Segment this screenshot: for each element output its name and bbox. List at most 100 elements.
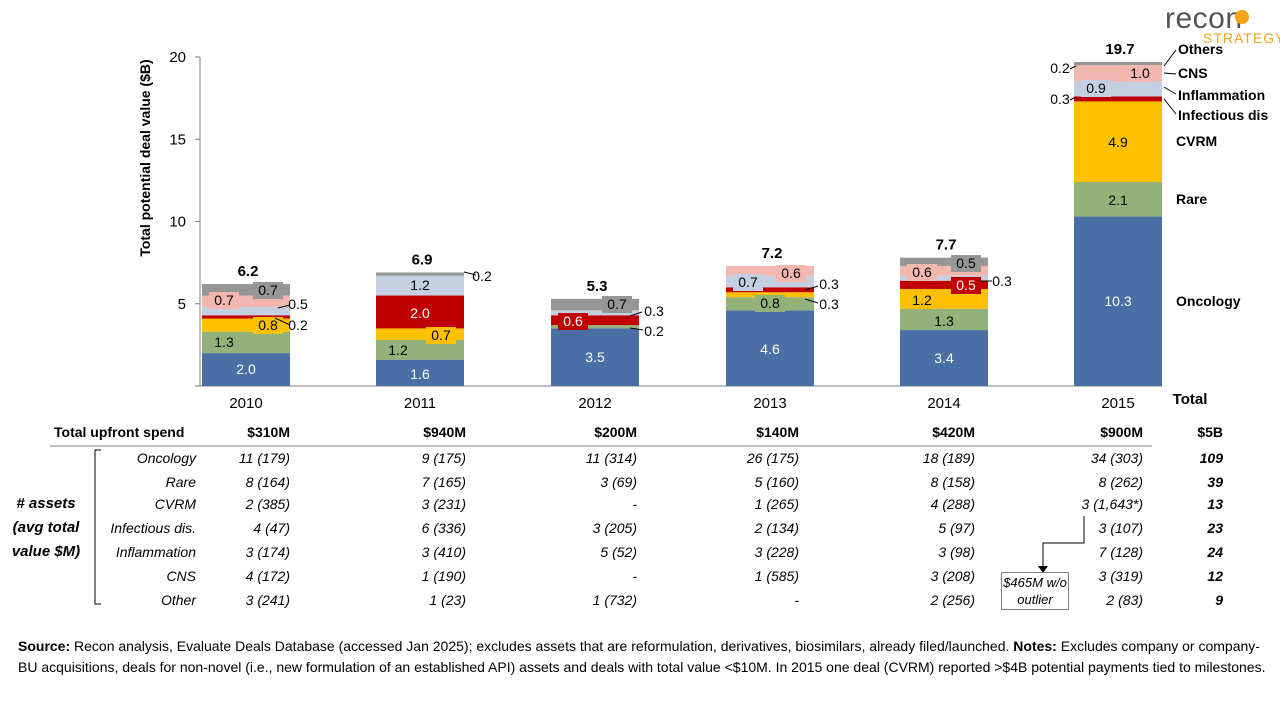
legend-label-rare: Rare [1176,191,1207,207]
asset-row-value: 4 (172) [246,568,290,584]
outlier-arrow-line [1042,516,1085,569]
bar-segment [202,284,290,296]
legend-leader-line [1163,72,1177,75]
bar-total-label: 7.7 [936,237,957,254]
leader-line [1069,96,1077,101]
bar-segment [726,275,814,288]
notes-label: Notes: [1013,638,1057,654]
bar-segment [900,280,988,289]
y-axis-title: Total potential deal value ($B) [137,59,153,256]
data-label-bg [1125,65,1155,82]
data-label: 0.6 [912,264,932,280]
asset-group-label: value $M) [12,543,80,560]
bar-total-label: 7.2 [762,245,783,262]
leader-line [1069,65,1077,70]
data-label: 0.8 [760,295,780,311]
data-label: 0.7 [214,292,234,308]
leader-line [804,285,819,291]
asset-row-total: 13 [1207,496,1223,512]
legend-leader-line [1163,98,1177,115]
asset-row-value: 3 (231) [422,496,466,512]
leader-line [629,327,644,331]
bar-segment [376,272,464,276]
total-column-header: Total [1173,391,1208,408]
asset-row-value: 2 (256) [930,592,975,608]
data-label: 1.3 [934,313,954,329]
asset-row-value: 3 (205) [593,520,637,536]
outlier-note-box: $465M w/o outlier [1001,572,1069,610]
asset-row-total: 9 [1215,592,1223,608]
bar-segment [900,257,988,266]
asset-row-total: 23 [1206,520,1223,536]
x-tick-label: 2010 [229,395,262,412]
legend-label-oncology: Oncology [1176,293,1241,309]
upfront-spend-value: $310M [247,424,290,440]
data-label: 3.5 [585,349,605,365]
data-label-bg [776,265,806,282]
bar-total-label: 6.9 [412,251,433,268]
data-label: 2.0 [410,305,430,321]
asset-row-value: 3 (241) [246,592,290,608]
bar-segment [726,292,814,298]
asset-row-value: 2 (385) [245,496,290,512]
data-label: 0.7 [431,327,451,343]
data-label: 10.3 [1104,293,1131,309]
asset-row-value: 5 (97) [938,520,975,536]
asset-row-value: 4 (288) [931,496,975,512]
data-label: 0.7 [258,282,278,298]
legend-label-inflammation: Inflammation [1178,87,1265,103]
data-label: 0.2 [472,268,492,284]
legend-label-others: Others [1178,41,1223,57]
asset-row-value: 2 (83) [1105,592,1143,608]
upfront-spend-value: $900M [1100,424,1143,440]
upfront-spend-value: $140M [756,424,799,440]
bar-total-label: 6.2 [238,263,259,280]
asset-row-total: 109 [1200,450,1224,466]
bar-segment [376,295,464,329]
data-label: 0.2 [1050,60,1070,76]
bar-segment [900,330,988,386]
outlier-note-line-1: $465M w/o [1003,575,1067,590]
upfront-spend-value: $420M [932,424,975,440]
outlier-note-line-2: outlier [1017,592,1053,607]
asset-row-value: 3 (208) [931,568,975,584]
asset-row-value: 4 (47) [253,520,290,536]
data-label: 0.2 [288,317,308,333]
asset-row-value: 1 (265) [755,496,799,512]
asset-row-value: 1 (585) [755,568,799,584]
bar-segment [726,310,814,386]
bar-segment [726,287,814,293]
asset-row-value: 5 (52) [600,544,637,560]
data-label: 4.6 [760,341,780,357]
bar-segment [376,328,464,340]
asset-row-value: 1 (23) [429,592,466,608]
asset-row-value: 3 (410) [422,544,466,560]
asset-row-label: Inflammation [116,544,196,560]
bar-segment [551,315,639,326]
y-tick-label: 20 [169,49,186,66]
data-label-bg [558,313,588,330]
bar-segment [1074,216,1162,386]
asset-group-label: # assets [16,495,75,512]
data-label: 2.0 [236,361,256,377]
data-label: 0.7 [738,274,758,290]
data-label: 0.3 [644,303,664,319]
asset-row-value: 3 (98) [938,544,975,560]
bar-segment [376,275,464,296]
asset-row-value: 6 (336) [422,520,466,536]
logo-sun-icon [1235,10,1249,24]
data-label: 0.5 [956,277,976,293]
data-label: 0.3 [819,276,839,292]
data-label-bg [426,327,456,344]
asset-row-value: 26 (175) [746,450,799,466]
asset-row-value: 7 (165) [422,474,466,490]
asset-row-value: 3 (228) [755,544,799,560]
deal-value-chart: 5 10 15 20 Total potential deal value ($B) 20… [12,41,1269,608]
asset-row-value: 1 (190) [422,568,466,584]
bar-segment [900,275,988,281]
data-label: 3.4 [934,350,954,366]
data-label: 4.9 [1108,134,1128,150]
asset-row-value: 18 (189) [923,450,975,466]
legend-label-cvrm: CVRM [1176,133,1217,149]
asset-row-value: 3 (1,643*) [1082,496,1143,512]
